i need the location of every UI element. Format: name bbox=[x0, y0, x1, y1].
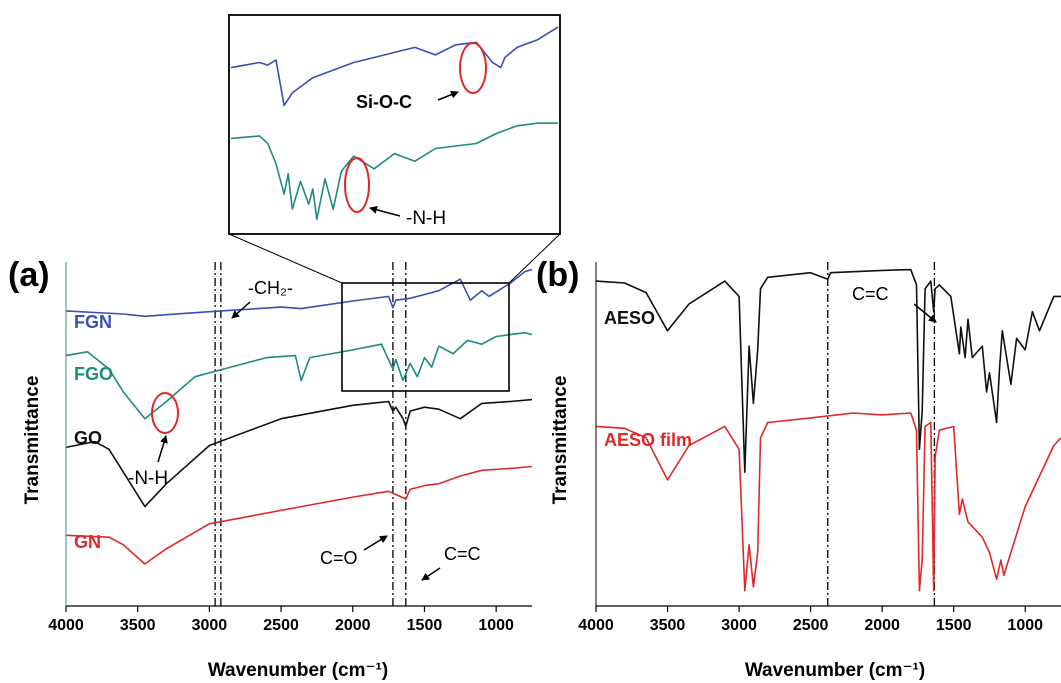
annotation-b-cc: C=C bbox=[852, 284, 889, 304]
panel-b-x-tick-label-4000: 4000 bbox=[578, 617, 614, 634]
sioc-circle bbox=[459, 42, 487, 94]
inset-nh-circle bbox=[344, 157, 370, 213]
panel-b-x-ticks: 4000 3500 3000 2500 2000 1500 1000 bbox=[578, 606, 1043, 634]
arrow-nh bbox=[157, 435, 168, 463]
panel-b-x-tick-label-2500: 2500 bbox=[793, 617, 829, 634]
label-fgo: FGO bbox=[74, 364, 113, 384]
panel-a-x-tick-label-2500: 2500 bbox=[263, 617, 299, 634]
panel-b-x-tick-label-2000: 2000 bbox=[864, 617, 900, 634]
panel-a-x-ticks: 4000 3500 3000 2500 2000 1500 1000 bbox=[48, 606, 514, 634]
panel-b-x-tick-label-3500: 3500 bbox=[650, 617, 686, 634]
panel-b-y-axis-label: Transmittance bbox=[550, 376, 571, 505]
panel-b-series-aeso-film bbox=[595, 412, 1061, 592]
annotation-co: C=O bbox=[320, 548, 358, 568]
annotation-ch2: -CH₂- bbox=[248, 278, 293, 298]
panel-a-x-tick-label-2000: 2000 bbox=[335, 617, 371, 634]
annotation-inset-nh: -N-H bbox=[406, 208, 446, 229]
inset-series-group bbox=[230, 26, 559, 221]
label-fgn: FGN bbox=[74, 312, 112, 332]
panel-a-y-axis-label: Transmittance bbox=[22, 376, 43, 505]
panel-a-label: (a) bbox=[8, 256, 50, 294]
zoom-connector-right bbox=[508, 233, 561, 284]
panel-a-x-tick-label-3500: 3500 bbox=[120, 617, 156, 634]
inset-series-fgo bbox=[230, 122, 558, 221]
label-aeso-film: AESO film bbox=[604, 430, 692, 450]
inset-frame bbox=[228, 14, 561, 235]
annotation-sioc: Si-O-C bbox=[356, 92, 412, 112]
panel-a-series-go bbox=[65, 398, 533, 508]
zoom-connector-left bbox=[228, 233, 343, 284]
panel-b-series-aeso bbox=[595, 268, 1061, 474]
panel-b-chart: (b) Transmittance Wavenumber (cm⁻¹) 4000… bbox=[536, 256, 1061, 681]
arrow-ch2 bbox=[231, 301, 251, 319]
panel-a-series-fgn bbox=[65, 268, 533, 318]
panel-a-x-tick-label-1000: 1000 bbox=[478, 617, 514, 634]
label-go: GO bbox=[74, 428, 102, 448]
label-aeso: AESO bbox=[604, 308, 655, 328]
label-gn: GN bbox=[74, 532, 101, 552]
panel-a-x-tick-label-3000: 3000 bbox=[192, 617, 228, 634]
panel-b-label: (b) bbox=[536, 256, 579, 294]
arrow-b-cc bbox=[913, 303, 937, 323]
panel-b-x-axis-label: Wavenumber (cm⁻¹) bbox=[745, 660, 925, 681]
panel-b-x-tick-label-1500: 1500 bbox=[936, 617, 972, 634]
arrow-inset-nh bbox=[369, 205, 401, 217]
inset-series-fgn bbox=[230, 26, 559, 107]
panel-a-chart: (a) Transmittance Wavenumber (cm⁻¹) 4000… bbox=[8, 233, 561, 681]
panel-a-x-axis-label: Wavenumber (cm⁻¹) bbox=[208, 660, 388, 681]
inset-chart: Si-O-C -N-H bbox=[228, 14, 561, 235]
panel-a-series-fgo bbox=[65, 331, 533, 420]
arrow-sioc bbox=[437, 90, 459, 101]
annotation-nh: -N-H bbox=[128, 468, 168, 489]
panel-a-x-tick-label-4000: 4000 bbox=[48, 617, 84, 634]
annotation-cc: C=C bbox=[444, 544, 481, 564]
zoom-box bbox=[341, 282, 510, 392]
panel-a-reference-lines bbox=[214, 262, 407, 606]
panel-b-x-tick-label-3000: 3000 bbox=[721, 617, 757, 634]
panel-a-x-tick-label-1500: 1500 bbox=[407, 617, 443, 634]
arrow-co bbox=[363, 535, 388, 551]
panel-a-series-group bbox=[65, 268, 533, 565]
nh-circle bbox=[151, 392, 179, 434]
panel-b-series-group bbox=[595, 268, 1061, 592]
panel-a-series-gn bbox=[65, 465, 533, 565]
panel-b-x-tick-label-1000: 1000 bbox=[1007, 617, 1043, 634]
arrow-cc bbox=[421, 567, 441, 581]
panel-b-reference-lines bbox=[827, 262, 936, 606]
